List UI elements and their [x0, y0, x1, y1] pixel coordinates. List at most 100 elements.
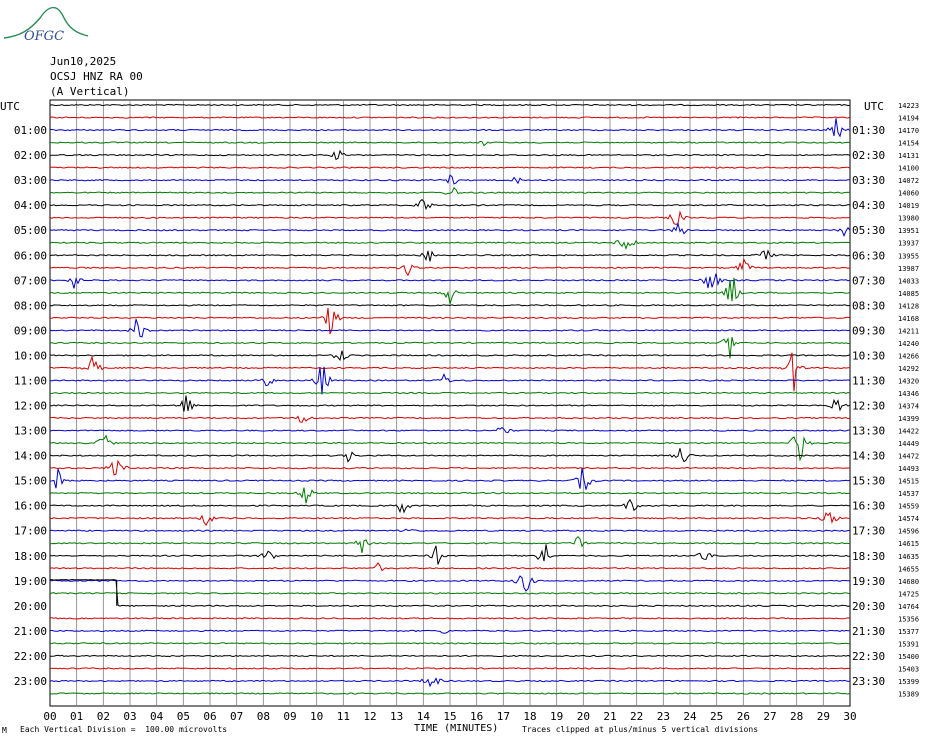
x-tick-label: 20	[577, 710, 590, 723]
seismic-trace	[49, 459, 851, 476]
seismic-trace	[49, 352, 850, 392]
trace-value-label: 14680	[898, 578, 919, 586]
seismic-trace	[49, 415, 851, 423]
trace-value-label: 13987	[898, 265, 919, 273]
seismic-trace	[49, 391, 851, 395]
trace-value-label: 14019	[898, 202, 919, 210]
seismic-trace	[49, 186, 851, 195]
trace-value-label: 14635	[898, 553, 919, 561]
seismic-trace	[49, 426, 850, 434]
x-tick-label: 06	[203, 710, 216, 723]
left-hour-label: 01:00	[14, 124, 47, 137]
seismic-trace	[49, 149, 851, 161]
right-hour-label: 08:30	[852, 299, 885, 312]
trace-value-label: 14170	[898, 127, 919, 135]
component-label: (A Vertical)	[50, 85, 130, 98]
left-hour-label: 11:00	[14, 374, 47, 387]
trace-value-label: 14537	[898, 490, 919, 498]
x-tick-label: 11	[337, 710, 350, 723]
right-hour-label: 04:30	[852, 199, 885, 212]
seismic-trace	[50, 629, 850, 634]
x-tick-label: 09	[283, 710, 296, 723]
seismic-trace	[49, 210, 851, 226]
trace-value-label: 14493	[898, 465, 919, 473]
trace-value-label: 15403	[898, 665, 919, 673]
seismic-trace	[49, 511, 851, 527]
trace-value-label: 14725	[898, 590, 919, 598]
right-hour-label: 22:30	[852, 650, 885, 663]
seismic-trace	[49, 258, 851, 277]
left-hour-label: 08:00	[14, 299, 47, 312]
right-hour-label: 17:30	[852, 525, 885, 538]
right-hour-label: 14:30	[852, 450, 885, 463]
right-hour-label: 07:30	[852, 274, 885, 287]
left-hour-label: 13:00	[14, 425, 47, 438]
seismic-trace	[49, 174, 851, 185]
trace-value-label: 14100	[898, 165, 919, 173]
left-hour-label: 22:00	[14, 650, 47, 663]
left-hour-label: 21:00	[14, 625, 47, 638]
seismic-trace	[50, 118, 851, 138]
x-tick-label: 23	[657, 710, 670, 723]
seismic-trace	[49, 667, 851, 670]
left-utc-label: UTC	[0, 100, 20, 113]
seismic-trace	[49, 116, 851, 119]
left-hour-label: 09:00	[14, 324, 47, 337]
left-hour-label: 15:00	[14, 475, 47, 488]
x-tick-label: 04	[150, 710, 164, 723]
x-axis-title: TIME (MINUTES)	[414, 723, 499, 734]
seismic-trace	[49, 592, 851, 595]
right-utc-label: UTC	[864, 100, 884, 113]
trace-value-label: 14131	[898, 152, 919, 160]
scale-note: Each Vertical Division = 100.00 microvol…	[20, 725, 228, 734]
trace-value-label: 14292	[898, 365, 919, 373]
seismic-trace	[49, 654, 851, 658]
seismic-trace	[49, 434, 851, 462]
x-tick-label: 13	[390, 710, 403, 723]
x-tick-label: 07	[230, 710, 243, 723]
seismic-trace	[49, 578, 851, 607]
left-hour-label: 20:00	[14, 600, 47, 613]
seismic-trace	[49, 487, 851, 504]
right-hour-label: 12:30	[852, 400, 885, 413]
x-tick-label: 01	[70, 710, 83, 723]
trace-value-label: 15391	[898, 640, 919, 648]
trace-value-label: 14422	[898, 428, 919, 436]
chart-labels: UTC UTC 01:00 02:00 03:00 04:00 05:00 06:00 07:0…	[0, 100, 919, 723]
seismic-trace	[49, 198, 851, 211]
seismic-trace	[49, 528, 851, 532]
right-hour-label: 01:30	[852, 124, 885, 137]
trace-value-label: 14346	[898, 390, 919, 398]
x-tick-label: 10	[310, 710, 323, 723]
trace-value-label: 14320	[898, 377, 919, 385]
right-hour-label: 06:30	[852, 249, 885, 262]
seismic-trace	[49, 240, 851, 251]
x-tick-label: 08	[257, 710, 270, 723]
seismic-trace	[49, 273, 851, 289]
x-tick-label: 03	[123, 710, 136, 723]
chart-grid	[49, 99, 851, 707]
left-hour-label: 06:00	[14, 249, 47, 262]
right-hour-label: 21:30	[852, 625, 885, 638]
x-tick-label: 26	[737, 710, 750, 723]
seismic-trace	[49, 575, 851, 592]
right-hour-label: 02:30	[852, 149, 885, 162]
trace-value-label: 13955	[898, 252, 919, 260]
trace-value-label: 13980	[898, 215, 919, 223]
left-hour-label: 23:00	[14, 675, 47, 688]
seismic-trace	[49, 166, 851, 169]
left-hour-label: 07:00	[14, 274, 47, 287]
trace-value-label: 14266	[898, 352, 919, 360]
seismic-trace	[49, 221, 851, 238]
trace-value-label: 14615	[898, 540, 919, 548]
seismic-trace	[49, 307, 851, 335]
trace-value-label: 13951	[898, 227, 919, 235]
trace-value-label: 14128	[898, 302, 919, 310]
seismic-trace	[49, 103, 851, 107]
trace-value-label: 14515	[898, 478, 919, 486]
x-tick-label: 02	[97, 710, 110, 723]
station-label: OCSJ HNZ RA 00	[50, 70, 143, 83]
right-hour-label: 11:30	[852, 374, 885, 387]
seismic-trace	[49, 642, 851, 645]
trace-value-label: 14072	[898, 177, 919, 185]
